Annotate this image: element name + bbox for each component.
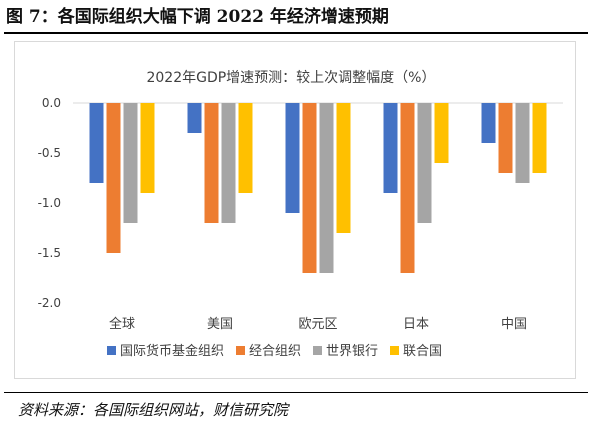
legend-swatch [390, 346, 399, 355]
y-tick-label: -0.5 [38, 146, 61, 160]
legend-label: 经合组织 [249, 344, 301, 359]
chart-title: 2022年GDP增速预测：较上次调整幅度（%） [146, 70, 435, 86]
y-tick-label: -2.0 [38, 296, 61, 310]
x-tick-label: 美国 [207, 317, 233, 332]
y-tick-label: -1.0 [38, 196, 61, 210]
bar [140, 103, 155, 193]
bottom-rule [4, 392, 588, 393]
bar-chart: 2022年GDP增速预测：较上次调整幅度（%） 0.0 -0.5 -1.0 -1.5 -… [38, 70, 563, 359]
bar [123, 103, 138, 223]
x-tick-label: 欧元区 [298, 317, 337, 332]
legend-label: 国际货币基金组织 [120, 343, 224, 359]
bar [532, 103, 547, 173]
legend-swatch [313, 346, 322, 355]
source-note: 资料来源：各国际组织网站，财信研究院 [18, 401, 289, 419]
y-tick-label: -1.5 [38, 246, 61, 260]
bar [498, 103, 513, 173]
bar [204, 103, 219, 223]
bar [336, 103, 351, 233]
bar [319, 103, 334, 273]
bar [481, 103, 496, 143]
legend-swatch [236, 346, 245, 355]
legend-label: 世界银行 [326, 344, 378, 359]
bar [285, 103, 300, 213]
legend-swatch [107, 346, 116, 355]
x-tick-label: 日本 [403, 317, 429, 332]
y-tick-label: 0.0 [42, 96, 61, 110]
bar [187, 103, 202, 133]
bar [106, 103, 121, 253]
bar [302, 103, 317, 273]
bar [434, 103, 449, 163]
bar [238, 103, 253, 193]
bar [515, 103, 530, 183]
x-tick-label: 全球 [109, 316, 135, 332]
bar [417, 103, 432, 223]
bar [383, 103, 398, 193]
bar [400, 103, 415, 273]
figure-title: 图 7：各国际组织大幅下调 2022 年经济增速预期 [6, 7, 389, 27]
bar [221, 103, 236, 223]
chart-area: 2022年GDP增速预测：较上次调整幅度（%） 0.0 -0.5 -1.0 -1.5 -… [14, 41, 576, 379]
bar [89, 103, 104, 183]
x-tick-label: 中国 [501, 317, 527, 332]
legend-label: 联合国 [403, 344, 442, 359]
top-rule [4, 32, 588, 34]
